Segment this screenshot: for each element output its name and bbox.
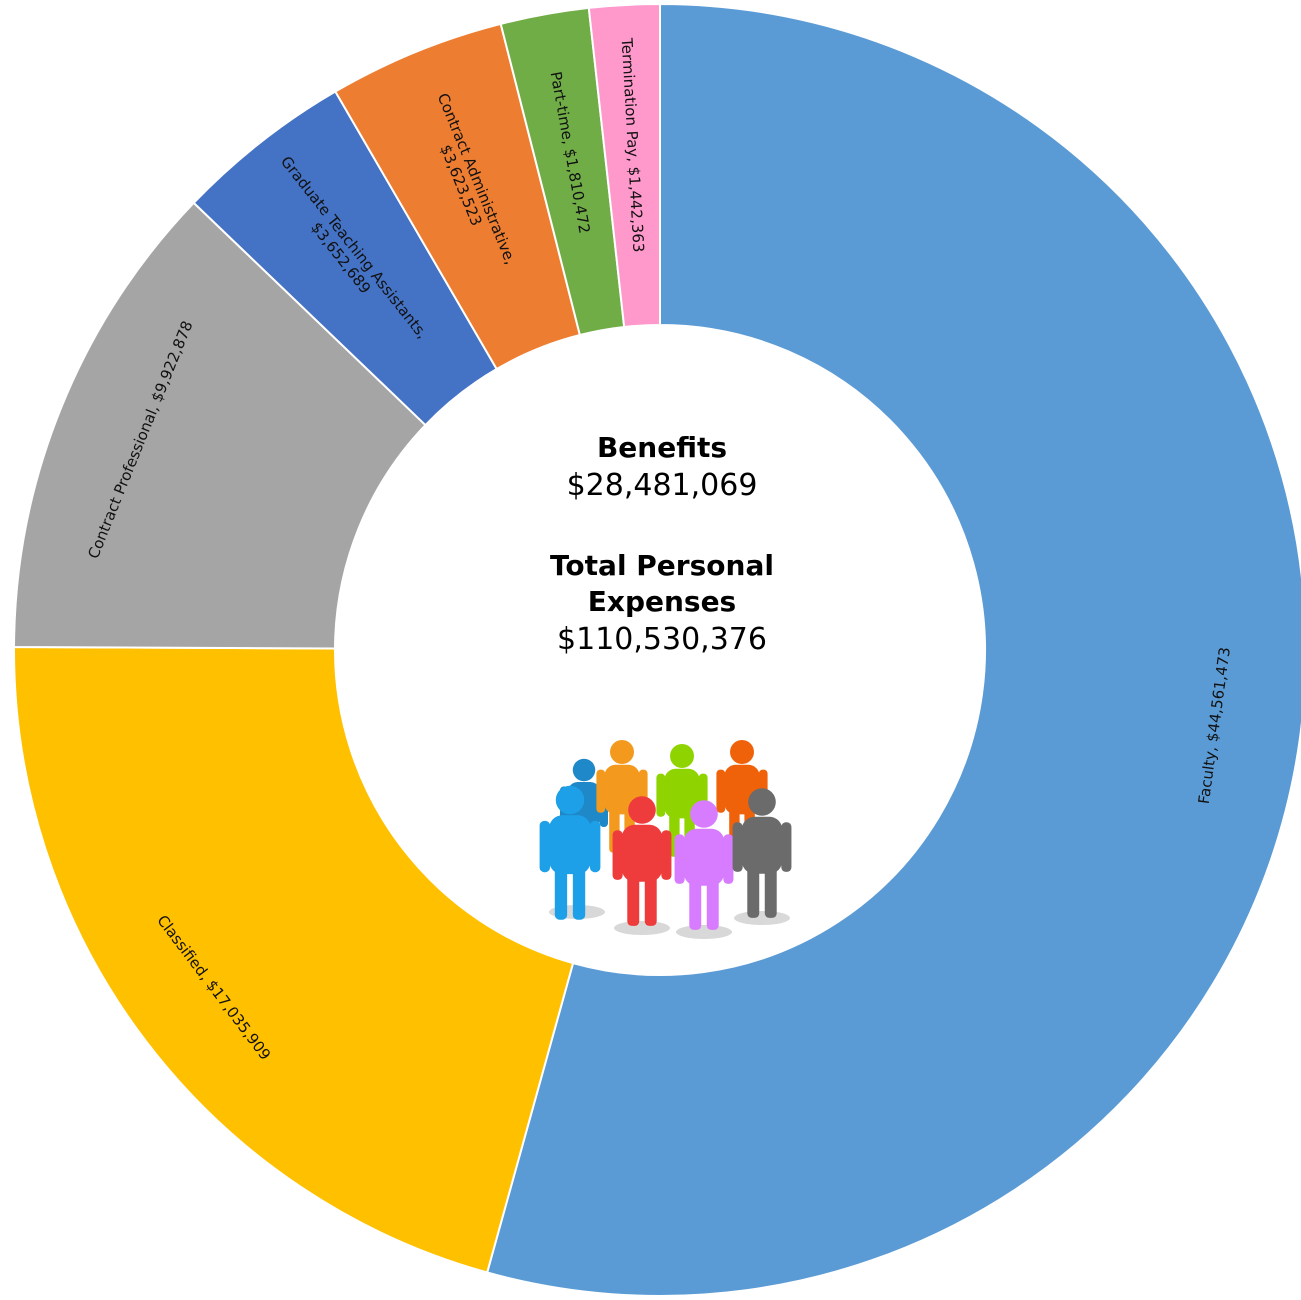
slice-faculty [485, 2, 1301, 1297]
center-summary: Benefits $28,481,069 Total Personal Expe… [462, 430, 862, 660]
slices-group [13, 2, 1301, 1297]
benefits-value: $28,481,069 [566, 468, 758, 503]
slice-termination-pay [587, 2, 661, 329]
total-title-line1: Total Personal [550, 549, 774, 582]
slice-classified [13, 646, 575, 1274]
person-figure [674, 800, 734, 930]
people-group-icon [539, 740, 792, 939]
slice-contract-professional [13, 201, 427, 650]
benefits-title: Benefits [596, 431, 728, 464]
total-value: $110,530,376 [557, 622, 767, 657]
total-title-line2: Expenses [587, 585, 737, 618]
